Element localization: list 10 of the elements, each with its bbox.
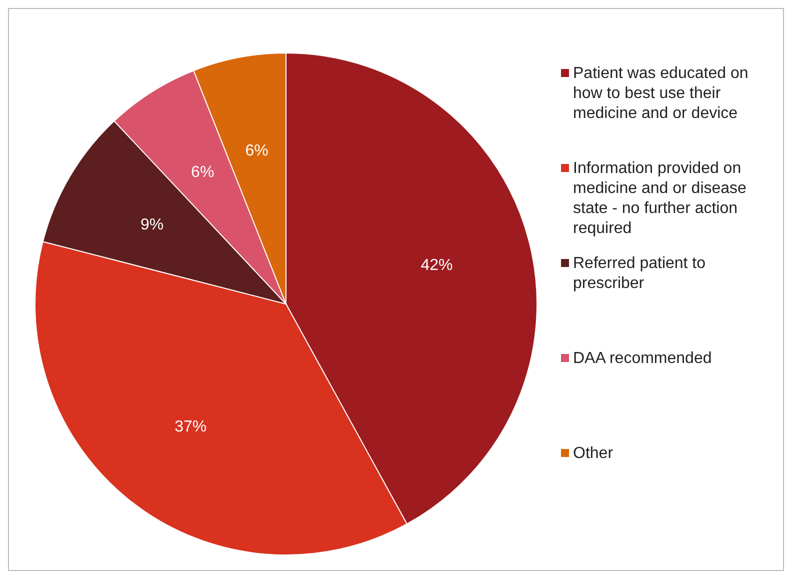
legend-label: Information provided on medicine and or disease state - no further action required	[573, 159, 748, 239]
legend-label: Patient was educated on how to best use their medicine and or device	[573, 64, 750, 124]
data-label: 37%	[174, 418, 207, 436]
legend-label: Other	[573, 444, 614, 464]
data-label: 42%	[420, 256, 453, 274]
data-label: 9%	[140, 216, 164, 234]
legend-label: DAA recommended	[573, 349, 712, 369]
legend-label: Referred patient to prescriber	[573, 254, 707, 294]
data-label: 6%	[245, 142, 268, 160]
data-label: 6%	[191, 164, 214, 182]
